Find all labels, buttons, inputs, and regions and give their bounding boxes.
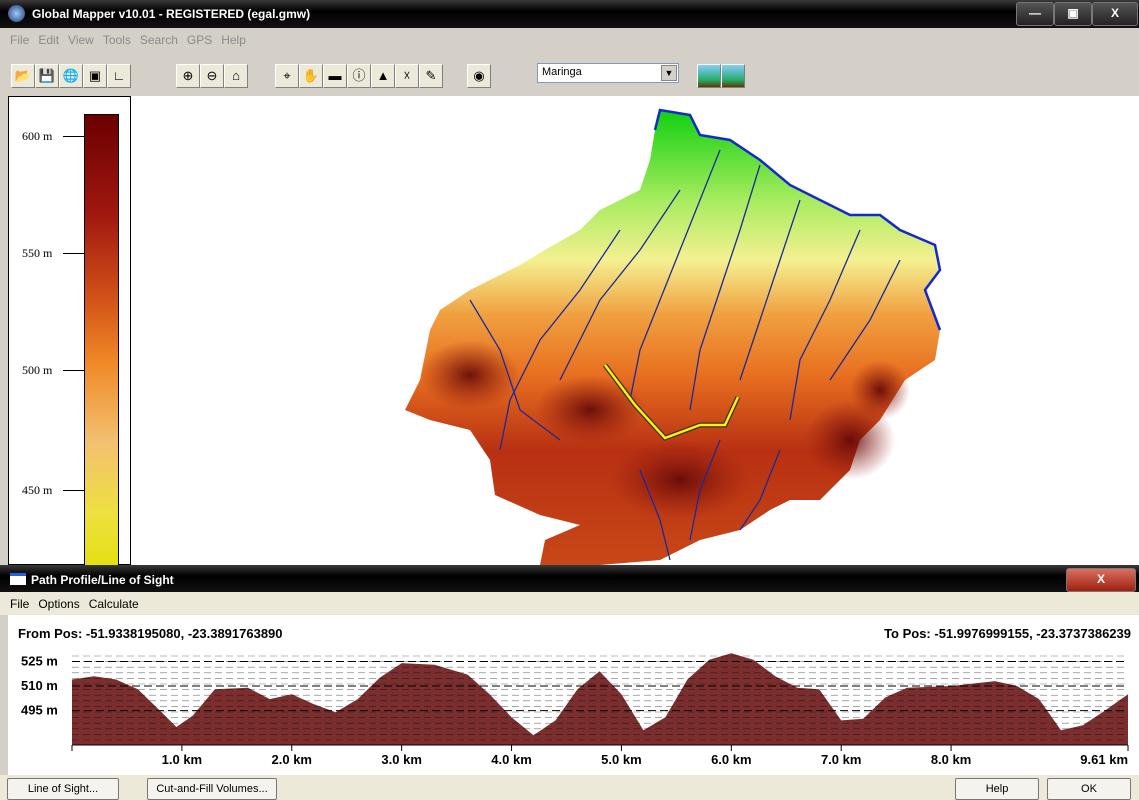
x-tick-label: 7.0 km [821, 752, 861, 767]
y-tick-label: 510 m [21, 678, 58, 693]
y-tick-label: 495 m [21, 703, 58, 718]
x-tick-label: 5.0 km [601, 752, 641, 767]
app-window: {"window": {"title": "Global Mapper v10.… [0, 0, 1139, 800]
y-tick-label: 525 m [21, 653, 58, 668]
x-tick-label: 2.0 km [272, 752, 312, 767]
x-tick-label: 1.0 km [162, 752, 202, 767]
x-tick-label: 9.61 km [1080, 752, 1128, 767]
x-tick-label: 8.0 km [931, 752, 971, 767]
dialog-button[interactable]: Help [955, 778, 1039, 800]
dialog-button[interactable]: OK [1047, 778, 1131, 800]
x-tick-label: 6.0 km [711, 752, 751, 767]
x-tick-label: 4.0 km [491, 752, 531, 767]
profile-chart: 525 m 510 m 495 m 1.0 km 2.0 km 3.0 km 4.0 km 5… [0, 0, 1139, 775]
dialog-button[interactable]: Line of Sight... [7, 778, 119, 800]
dialog-button[interactable]: Cut-and-Fill Volumes... [147, 778, 277, 800]
x-tick-label: 3.0 km [381, 752, 421, 767]
